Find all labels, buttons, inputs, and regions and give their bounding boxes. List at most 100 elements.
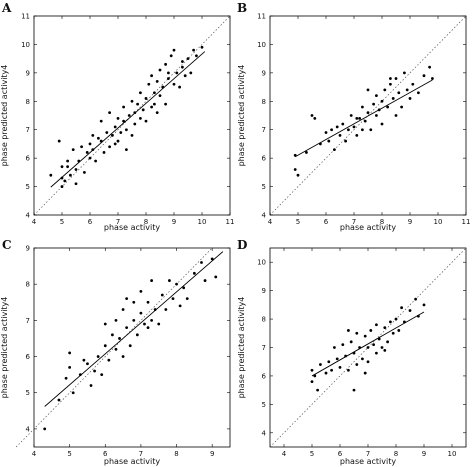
data-point: [380, 346, 384, 349]
data-point: [335, 357, 339, 361]
data-point: [88, 142, 92, 146]
data-point: [99, 139, 103, 143]
identity-line: [269, 247, 467, 448]
data-point: [341, 343, 345, 347]
data-point: [111, 333, 114, 337]
data-point: [133, 122, 137, 126]
x-axis-label: phase activity: [340, 223, 396, 232]
data-point: [347, 368, 350, 372]
x-tick-label: 11: [462, 218, 471, 226]
x-tick-label: 6: [103, 450, 108, 458]
data-point: [122, 119, 125, 123]
data-point: [125, 326, 129, 329]
data-point: [408, 309, 412, 312]
y-tick-label: 10: [257, 41, 266, 49]
data-point: [316, 388, 319, 392]
data-point: [377, 108, 381, 112]
data-point: [108, 111, 111, 115]
data-point: [164, 102, 168, 106]
data-point: [171, 297, 175, 301]
data-point: [366, 360, 370, 364]
x-axis-label: phase activity: [104, 223, 160, 232]
data-point: [366, 88, 370, 92]
y-tick-label: 6: [262, 372, 267, 380]
data-point: [293, 168, 297, 171]
data-point: [369, 329, 373, 332]
data-point: [361, 357, 364, 361]
data-point: [150, 318, 154, 322]
y-tick-label: 4: [26, 212, 31, 220]
data-point: [139, 91, 142, 95]
data-point: [338, 366, 342, 369]
data-point: [344, 139, 347, 143]
data-point: [363, 334, 367, 338]
x-axis-label: phase activity: [340, 457, 396, 466]
x-tick-label: 9: [408, 218, 412, 226]
data-point: [366, 346, 370, 349]
data-point: [313, 374, 317, 378]
data-point: [135, 333, 139, 337]
data-point: [97, 136, 100, 140]
data-point: [116, 116, 120, 120]
data-point: [338, 134, 342, 137]
data-point: [71, 148, 75, 152]
data-point: [86, 362, 89, 366]
data-point: [111, 134, 114, 137]
data-point: [150, 105, 154, 109]
data-point: [327, 139, 331, 143]
data-point: [319, 363, 322, 366]
data-point: [167, 71, 170, 75]
y-tick-label: 10: [21, 41, 30, 49]
data-point: [155, 111, 159, 115]
data-point: [160, 293, 164, 297]
data-point: [333, 346, 336, 349]
data-point: [391, 331, 395, 335]
data-point: [91, 148, 95, 152]
y-tick-label: 6: [26, 155, 31, 163]
data-point: [125, 128, 128, 132]
data-point: [128, 344, 132, 348]
data-point: [88, 156, 92, 160]
data-point: [130, 99, 134, 103]
data-point: [347, 128, 350, 132]
y-tick-label: 5: [262, 401, 266, 409]
data-point: [178, 304, 182, 308]
data-point: [143, 322, 146, 326]
y-tick-label: 9: [26, 245, 30, 253]
regression-line: [50, 51, 206, 188]
data-point: [78, 373, 82, 377]
x-tick-label: 9: [210, 450, 214, 458]
data-point: [100, 373, 104, 377]
x-tick-label: 11: [226, 218, 235, 226]
data-point: [186, 57, 190, 61]
data-point: [319, 142, 322, 146]
data-point: [82, 358, 86, 362]
data-point: [114, 318, 118, 322]
y-tick-label: 8: [26, 98, 30, 106]
data-point: [77, 159, 81, 163]
panel-label: B: [237, 1, 247, 15]
data-point: [189, 71, 193, 75]
data-point: [383, 348, 387, 352]
data-point: [66, 165, 69, 169]
data-point: [108, 145, 111, 149]
x-tick-label: 5: [60, 218, 64, 226]
data-point: [403, 320, 406, 324]
data-point: [366, 111, 370, 115]
data-point: [344, 354, 347, 358]
y-tick-label: 6: [26, 353, 31, 361]
x-axis-label: phase activity: [104, 457, 160, 466]
data-point: [380, 99, 384, 103]
y-tick-label: 8: [262, 316, 266, 324]
data-point: [158, 68, 162, 72]
x-tick-label: 6: [324, 218, 329, 226]
data-point: [394, 77, 398, 80]
data-point: [389, 320, 392, 324]
identity-line: [15, 247, 213, 448]
data-point: [99, 119, 103, 123]
data-point: [68, 351, 72, 355]
data-point: [389, 82, 392, 86]
data-point: [121, 355, 125, 358]
data-point: [181, 60, 184, 63]
y-tick-label: 8: [26, 281, 30, 289]
